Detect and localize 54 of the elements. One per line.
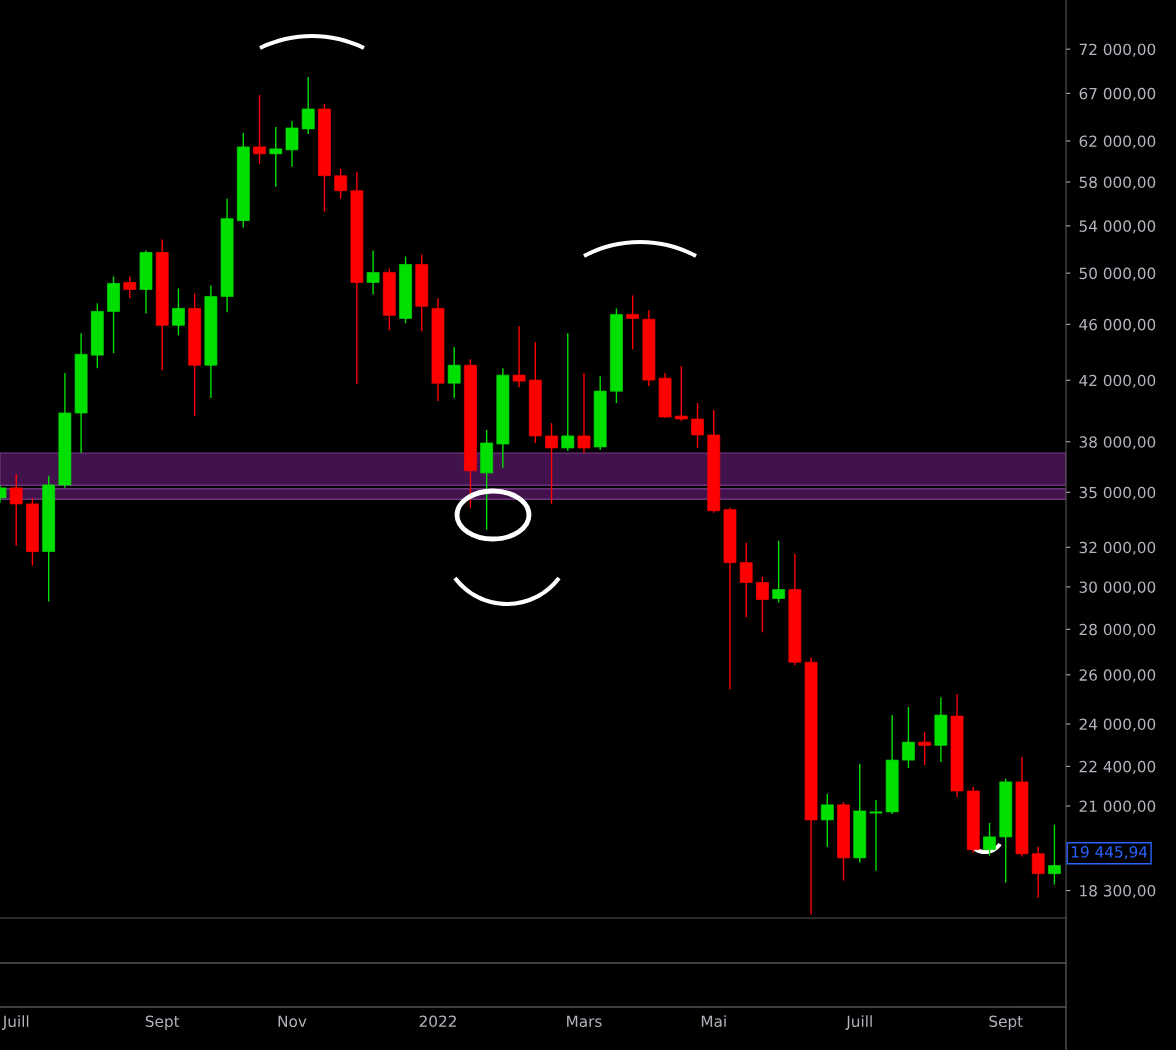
candlestick <box>301 76 315 135</box>
candlestick <box>691 402 704 449</box>
y-tick-label: 38 000,00 <box>1079 436 1156 450</box>
x-tick-label: Nov <box>278 1015 307 1028</box>
y-tick-label: 18 300,00 <box>1080 885 1156 899</box>
candlestick <box>334 168 348 200</box>
y-tick-label: 35 000,00 <box>1079 486 1156 500</box>
y-tick-label: 58 000,00 <box>1079 176 1156 190</box>
x-tick-label: Mai <box>701 1015 726 1028</box>
y-tick-label: 30 000,00 <box>1079 581 1156 595</box>
candlestick <box>512 325 526 388</box>
y-tick-label: 32 000,00 <box>1079 541 1156 555</box>
candlestick <box>285 120 299 168</box>
y-tick-label: 67 000,00 <box>1079 87 1156 101</box>
candlestick <box>902 706 915 769</box>
y-tick-label: 50 000,00 <box>1079 267 1156 281</box>
candlestick <box>1031 846 1045 899</box>
y-tick-label: 42 000,00 <box>1079 374 1156 388</box>
candlestick <box>545 422 558 505</box>
candlestick <box>674 365 688 422</box>
y-tick-label: 22 400,00 <box>1079 760 1156 774</box>
annotation: 19 445,94 <box>1071 846 1148 860</box>
x-tick-label: Mars <box>567 1015 602 1028</box>
x-tick-label: Sept <box>989 1015 1023 1031</box>
candlestick <box>123 275 137 300</box>
candlestick <box>772 540 786 604</box>
candlestick <box>561 332 575 452</box>
candlestick <box>869 799 883 872</box>
x-tick-label: 2022 <box>419 1015 456 1028</box>
candlestick <box>253 94 266 165</box>
candlestick <box>983 822 996 857</box>
candlestick <box>577 372 591 454</box>
candlestick <box>739 541 753 619</box>
y-tick-label: 28 000,00 <box>1079 623 1156 637</box>
y-tick-label: 21 000,00 <box>1079 800 1156 814</box>
x-tick-label: Juill <box>845 1015 872 1030</box>
candlestick <box>626 294 640 350</box>
candlestick <box>172 287 185 336</box>
y-tick-label: 72 000,00 <box>1079 43 1156 57</box>
x-tick-label: Juill <box>1 1015 29 1030</box>
y-tick-label: 54 000,00 <box>1079 220 1156 234</box>
y-tick-label: 46 000,00 <box>1079 318 1156 332</box>
candlestick <box>269 126 283 188</box>
candlestick <box>1048 824 1061 886</box>
y-tick-label: 24 000,00 <box>1079 718 1156 732</box>
candlestick <box>447 346 461 399</box>
candlestick <box>9 473 23 547</box>
y-tick-label: 62 000,00 <box>1079 135 1156 149</box>
candlestick <box>918 731 932 766</box>
y-tick-label: 26 000,00 <box>1079 669 1156 683</box>
x-tick-label: Sept <box>145 1015 180 1031</box>
candlestick <box>756 575 769 634</box>
candlestick <box>820 793 834 848</box>
candlestick <box>366 249 380 296</box>
